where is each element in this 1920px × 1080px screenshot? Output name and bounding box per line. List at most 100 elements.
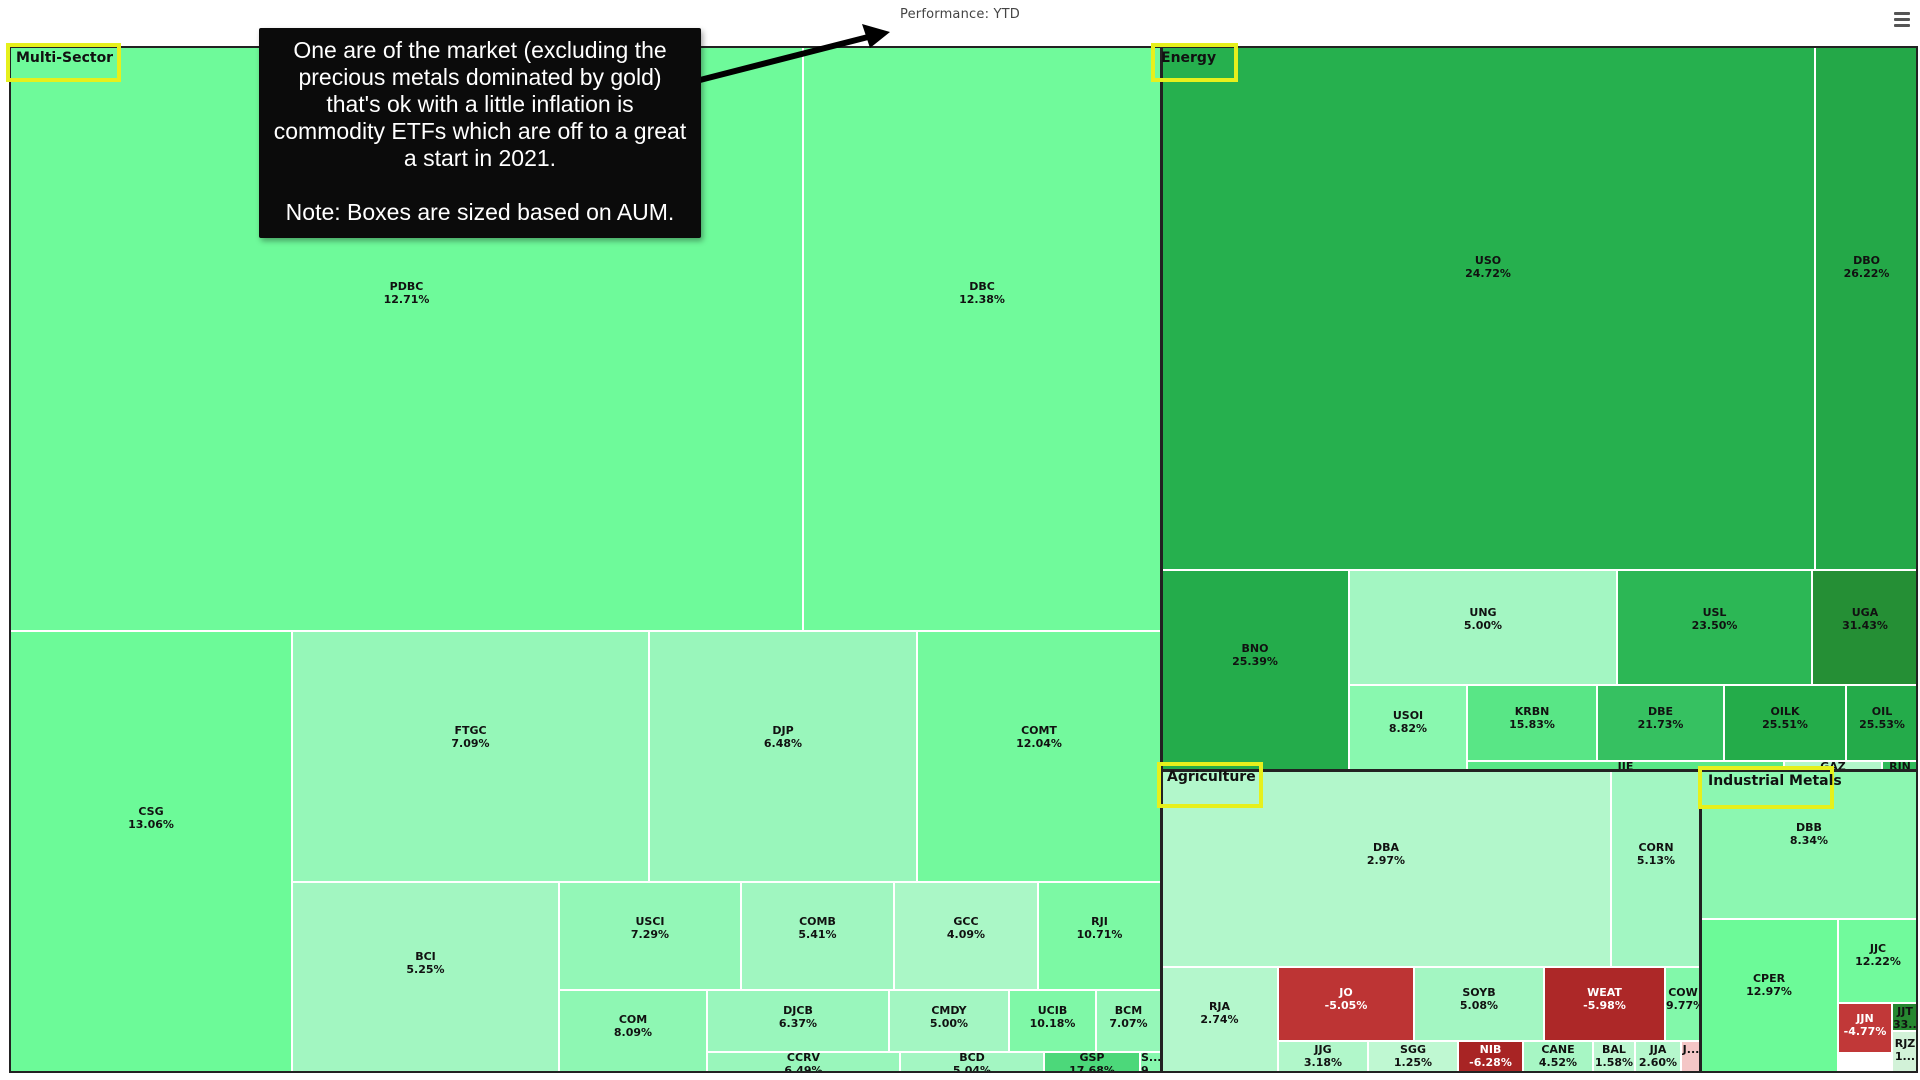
tile-value: 7.07% — [1109, 1017, 1148, 1030]
tile-label: CMDY 5.00% — [890, 1004, 1008, 1030]
treemap-tile-cmdy[interactable]: CMDY 5.00% — [889, 990, 1009, 1052]
tile-label: USO 24.72% — [1162, 254, 1814, 280]
treemap-tile-rji[interactable]: RJI 10.71% — [1038, 882, 1161, 990]
tile-ticker: JJN — [1856, 1012, 1874, 1025]
tile-label: JJG 3.18% — [1279, 1043, 1367, 1069]
treemap-tile-ucib[interactable]: UCIB 10.18% — [1009, 990, 1096, 1052]
tile-ticker: JJC — [1869, 942, 1887, 955]
treemap-tile-djcb[interactable]: DJCB 6.37% — [707, 990, 889, 1052]
tile-ticker: BCD — [959, 1052, 985, 1064]
tile-label: UGA 31.43% — [1813, 606, 1917, 632]
tile-value: 12.38% — [959, 293, 1005, 306]
tile-ticker: RJZ — [1894, 1037, 1916, 1050]
treemap-tile-rja[interactable]: RJA 2.74% — [1161, 967, 1278, 1073]
tile-ticker: JJE — [1617, 761, 1634, 771]
tile-ticker: JJA — [1649, 1043, 1667, 1056]
tile-label: DBB 8.34% — [1701, 821, 1917, 847]
tile-ticker: RJI — [1091, 915, 1108, 928]
tile-label: COM 8.09% — [560, 1013, 706, 1039]
treemap-tile-usl[interactable]: USL 23.50% — [1617, 570, 1812, 685]
tile-label: JJN -4.77% — [1839, 1012, 1891, 1038]
annotation-callout: One are of the market (excluding the pre… — [259, 28, 701, 238]
treemap-tile-corn[interactable]: CORN 5.13% — [1611, 770, 1701, 967]
tile-value: 2.60% — [1638, 1056, 1678, 1069]
treemap-tile-dba[interactable]: DBA 2.97% — [1161, 770, 1611, 967]
tile-value: 6.37% — [778, 1017, 818, 1030]
tile-label: DJP 6.48% — [650, 724, 916, 750]
treemap-tile-oil[interactable]: OIL 25.53% — [1846, 685, 1918, 761]
treemap-tile-csg[interactable]: CSG 13.06% — [10, 631, 292, 1073]
tile-label: BNO 25.39% — [1162, 642, 1348, 668]
treemap-tile-usoi[interactable]: USOI 8.82% — [1349, 685, 1467, 771]
tile-ticker: CORN — [1638, 841, 1674, 854]
treemap-tile-uso[interactable]: USO 24.72% — [1161, 46, 1815, 570]
treemap-tile-usci[interactable]: USCI 7.29% — [559, 882, 741, 990]
treemap-tile-comt[interactable]: COMT 12.04% — [917, 631, 1161, 882]
treemap-tile-djp[interactable]: DJP 6.48% — [649, 631, 917, 882]
tile-value: -6.28% — [1469, 1056, 1512, 1069]
treemap-tile-bal[interactable]: BAL 1.58% — [1593, 1041, 1635, 1073]
tile-label: NIB -6.28% — [1459, 1043, 1522, 1069]
treemap-tile-j[interactable]: J... — [1681, 1041, 1701, 1073]
treemap-tile-ftgc[interactable]: FTGC 7.09% — [292, 631, 649, 882]
treemap-tile-dbe[interactable]: DBE 21.73% — [1597, 685, 1724, 761]
treemap-tile-cane[interactable]: CANE 4.52% — [1523, 1041, 1593, 1073]
tile-label: DBO 26.22% — [1816, 254, 1917, 280]
treemap-tile-jjg[interactable]: JJG 3.18% — [1278, 1041, 1368, 1073]
tile-value: 4.09% — [946, 928, 986, 941]
treemap-tile-gcc[interactable]: GCC 4.09% — [894, 882, 1038, 990]
tile-value: 21.73% — [1637, 718, 1684, 731]
treemap-tile-jjc[interactable]: JJC 12.22% — [1838, 919, 1918, 1003]
treemap-tile-s[interactable]: S... 9... — [1140, 1052, 1161, 1073]
tile-value: 12.04% — [1016, 737, 1062, 750]
treemap-tile-weat[interactable]: WEAT -5.98% — [1544, 967, 1665, 1041]
tile-label: DBC 12.38% — [804, 280, 1160, 306]
tile-value: 8.34% — [1789, 834, 1829, 847]
treemap-tile-ung[interactable]: UNG 5.00% — [1349, 570, 1617, 685]
tile-label: USCI 7.29% — [560, 915, 740, 941]
treemap-tile-oilk[interactable]: OILK 25.51% — [1724, 685, 1846, 761]
tile-label: UNG 5.00% — [1350, 606, 1616, 632]
tile-value: 5.41% — [798, 928, 837, 941]
treemap-tile-sgg[interactable]: SGG 1.25% — [1368, 1041, 1458, 1073]
sector-label-energy: Energy — [1151, 43, 1238, 82]
treemap-tile-ccrv[interactable]: CCRV 6.49% — [707, 1052, 900, 1073]
tile-ticker: DJCB — [783, 1004, 813, 1017]
treemap-tile-krbn[interactable]: KRBN 15.83% — [1467, 685, 1597, 761]
tile-value: 10.18% — [1029, 1017, 1076, 1030]
tile-ticker: JO — [1339, 986, 1353, 999]
tile-ticker: UCIB — [1037, 1004, 1068, 1017]
tile-ticker: COM — [618, 1013, 648, 1026]
tile-ticker: UGA — [1851, 606, 1879, 619]
treemap-tile-bci[interactable]: BCI 5.25% — [292, 882, 559, 1073]
treemap-tile-comb[interactable]: COMB 5.41% — [741, 882, 894, 990]
treemap-tile-soyb[interactable]: SOYB 5.08% — [1414, 967, 1544, 1041]
treemap-tile-jjn[interactable]: JJN -4.77% — [1838, 1003, 1892, 1053]
treemap-tile-cper[interactable]: CPER 12.97% — [1700, 919, 1838, 1073]
tile-ticker: DBB — [1796, 821, 1822, 834]
treemap-tile-jja[interactable]: JJA 2.60% — [1635, 1041, 1681, 1073]
tile-label: DJCB 6.37% — [708, 1004, 888, 1030]
treemap-tile-rjz[interactable]: RJZ 1... — [1892, 1031, 1918, 1073]
treemap-tile-bno[interactable]: BNO 25.39% — [1161, 570, 1349, 771]
treemap-tile-cow[interactable]: COW 9.77% — [1665, 967, 1701, 1041]
treemap-tile-bcm[interactable]: BCM 7.07% — [1096, 990, 1161, 1052]
treemap-tile-bcd[interactable]: BCD 5.04% — [900, 1052, 1044, 1073]
tile-value: 25.39% — [1232, 655, 1278, 668]
treemap-tile-jo[interactable]: JO -5.05% — [1278, 967, 1414, 1041]
hamburger-menu-icon[interactable] — [1894, 12, 1910, 30]
tile-ticker: WEAT — [1587, 986, 1622, 999]
treemap-tile-dbo[interactable]: DBO 26.22% — [1815, 46, 1918, 570]
tile-label: DBE 21.73% — [1598, 705, 1723, 731]
treemap-tile-uga[interactable]: UGA 31.43% — [1812, 570, 1918, 685]
treemap-tile-nib[interactable]: NIB -6.28% — [1458, 1041, 1523, 1073]
treemap-tile-dbc[interactable]: DBC 12.38% — [803, 46, 1161, 631]
tile-value: -4.77% — [1843, 1025, 1887, 1038]
tile-value: 5.00% — [1463, 619, 1503, 632]
tile-value: -5.98% — [1583, 999, 1626, 1012]
tile-ticker: JJT — [1897, 1005, 1913, 1018]
treemap-tile-gsp[interactable]: GSP 17.68% — [1044, 1052, 1140, 1073]
treemap-tile-com[interactable]: COM 8.09% — [559, 990, 707, 1073]
